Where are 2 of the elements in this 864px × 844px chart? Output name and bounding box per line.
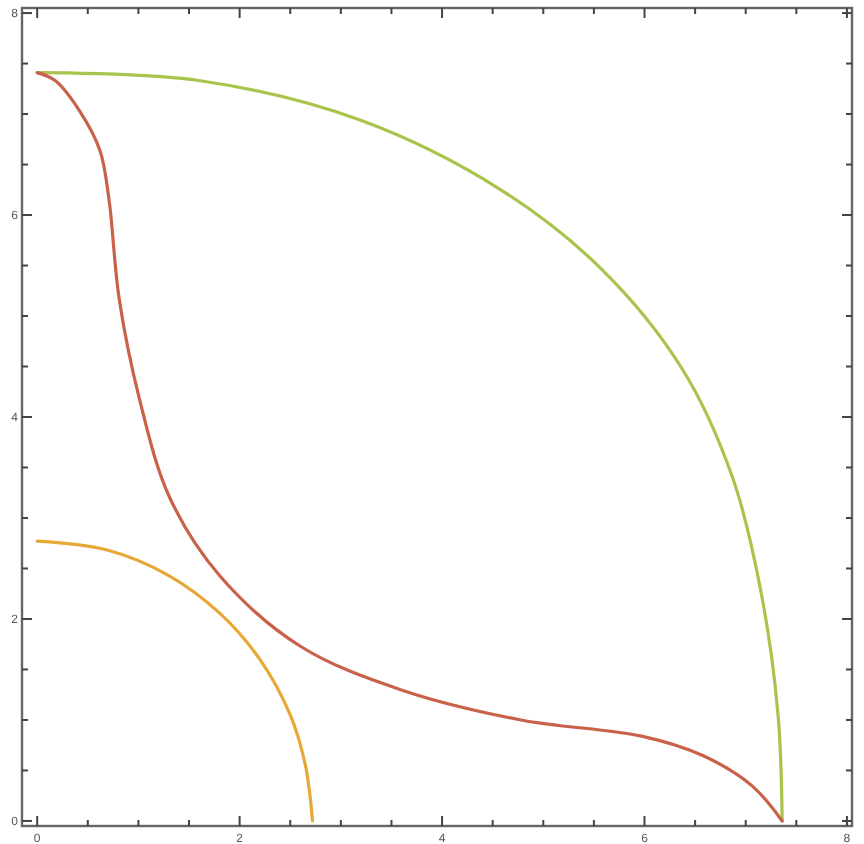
line-series <box>35 71 784 823</box>
line-series <box>35 539 315 823</box>
